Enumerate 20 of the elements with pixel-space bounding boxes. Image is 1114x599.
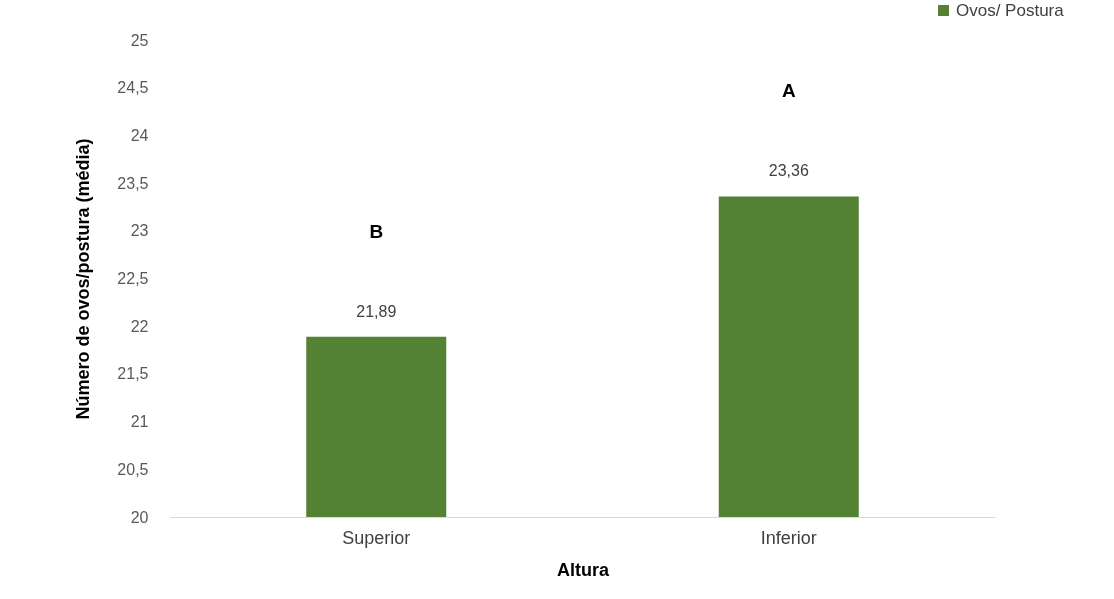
x-tick-label: Inferior [760,527,817,548]
y-tick-label: 23,5 [117,174,149,192]
data-label: 23,36 [768,162,809,180]
y-axis-title: Número de ovos/postura (média) [73,138,94,420]
y-tick-label: 25 [130,31,149,49]
y-tick-label: 20,5 [117,460,149,478]
x-tick-label: Superior [342,527,411,548]
y-tick-label: 24 [130,126,149,144]
legend-label: Ovos/ Postura [956,0,1065,20]
y-tick-label: 20 [130,508,149,526]
annotation: A [781,80,796,102]
x-axis-title: Altura [556,559,610,580]
y-tick-label: 24,5 [117,79,149,97]
y-tick-label: 22,5 [117,270,149,287]
y-tick-label: 21,5 [117,365,149,383]
y-tick-label: 21 [130,413,149,431]
y-tick-label: 22 [130,317,149,335]
annotation: B [369,220,384,242]
data-label: 21,89 [356,302,397,320]
y-tick-label: 23 [130,222,149,240]
